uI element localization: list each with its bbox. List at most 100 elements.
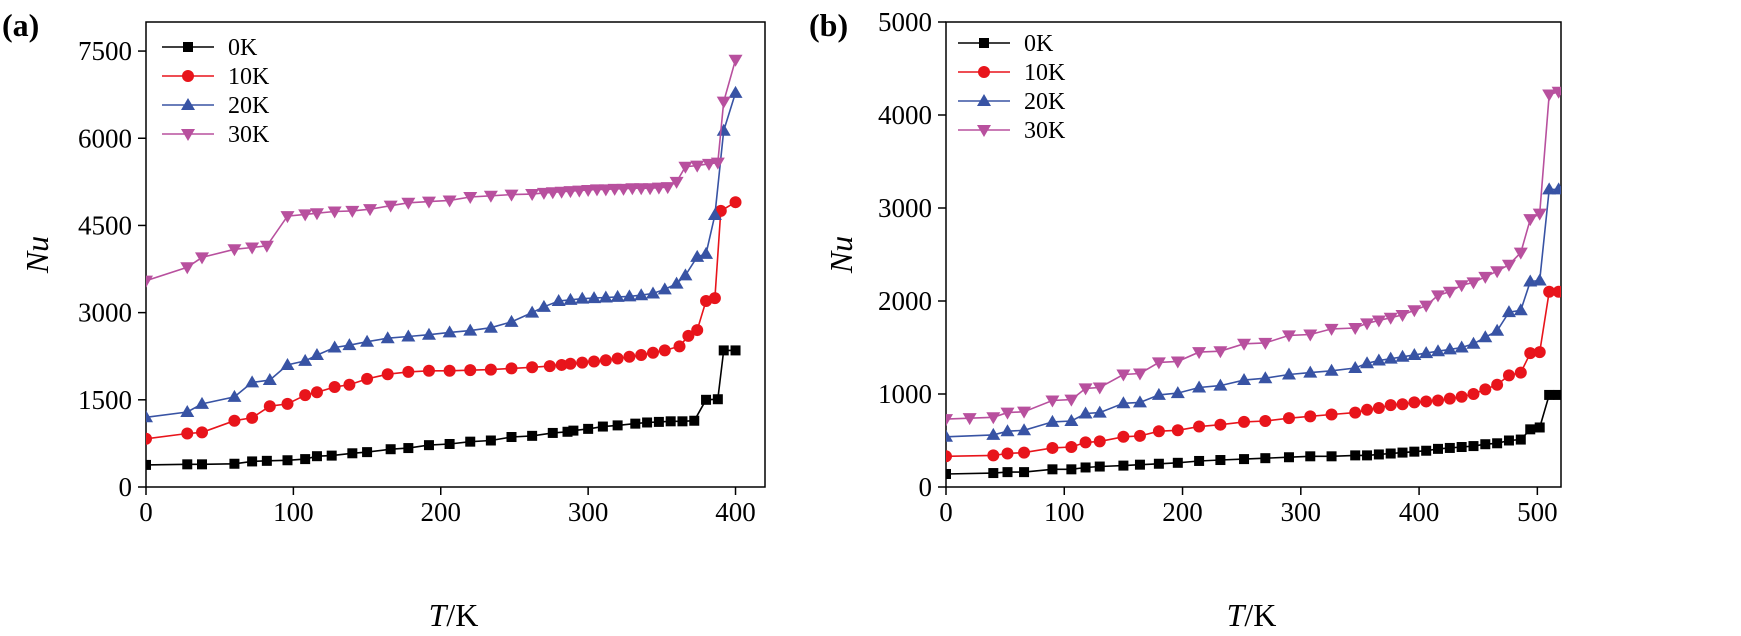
data-point-20K xyxy=(401,329,416,342)
data-point-30K xyxy=(383,200,398,213)
x-tick-label: 400 xyxy=(1399,497,1440,527)
data-point-30K xyxy=(625,183,640,196)
data-point-0K xyxy=(1468,441,1479,452)
data-point-20K xyxy=(262,373,277,386)
data-point-30K xyxy=(986,412,1001,425)
data-point-30K xyxy=(1192,347,1207,360)
data-point-0K xyxy=(197,459,208,470)
data-point-10K xyxy=(635,349,648,362)
series-30K xyxy=(946,86,1561,427)
legend: 0K 10K 20K 30K xyxy=(958,31,1066,144)
data-point-30K xyxy=(327,206,342,219)
data-point-30K xyxy=(1324,323,1339,336)
data-point-20K xyxy=(1431,344,1445,357)
data-point-30K xyxy=(1132,368,1147,381)
data-point-20K xyxy=(1454,340,1469,353)
data-point-0K xyxy=(1433,443,1443,454)
data-point-10K xyxy=(1467,388,1480,400)
data-point-10K xyxy=(181,427,194,440)
data-point-30K xyxy=(1542,89,1557,102)
data-point-0K xyxy=(1283,452,1294,463)
data-point-0K xyxy=(597,421,608,432)
x-tick-label: 200 xyxy=(421,497,462,527)
data-point-10K xyxy=(505,362,518,375)
data-point-0K xyxy=(1492,438,1503,449)
data-point-30K xyxy=(589,184,604,197)
data-point-20K xyxy=(1513,303,1528,316)
legend-marker-10K xyxy=(182,70,194,82)
data-point-10K xyxy=(673,340,686,353)
plot-frame xyxy=(945,21,1562,488)
data-point-0K xyxy=(247,456,258,467)
data-point-30K xyxy=(1151,357,1166,370)
data-point-10K xyxy=(361,372,374,385)
data-point-0K xyxy=(1397,447,1408,458)
data-point-10K xyxy=(1065,441,1078,454)
data-point-30K xyxy=(280,211,295,224)
data-point-0K xyxy=(1134,459,1145,470)
data-point-20K xyxy=(1000,424,1015,437)
data-point-30K xyxy=(1000,407,1015,420)
legend-label-30K: 30K xyxy=(1024,118,1066,144)
data-point-10K xyxy=(1524,347,1537,360)
data-point-10K xyxy=(1396,398,1409,411)
data-point-30K xyxy=(421,196,436,209)
y-tick-label: 7500 xyxy=(78,36,132,66)
data-point-20K xyxy=(1532,273,1547,286)
data-point-30K xyxy=(1348,322,1363,335)
data-point-10K xyxy=(1193,420,1206,433)
series-0K xyxy=(146,345,741,470)
x-axis-title-variable: T xyxy=(1227,597,1247,633)
data-point-0K xyxy=(1002,467,1013,478)
data-point-20K xyxy=(280,357,295,370)
legend-marker-30K xyxy=(181,129,195,141)
data-point-30K xyxy=(690,160,705,173)
data-point-30K xyxy=(227,244,242,257)
data-point-0K xyxy=(182,459,193,470)
data-point-20K xyxy=(1192,380,1207,393)
data-point-10K xyxy=(1214,418,1227,431)
data-point-0K xyxy=(326,450,337,461)
data-point-20K xyxy=(716,123,731,136)
series-line-10K xyxy=(146,201,736,440)
data-point-0K xyxy=(300,454,311,465)
data-point-20K xyxy=(1419,346,1434,359)
data-point-10K xyxy=(1152,425,1165,438)
data-point-20K xyxy=(525,305,540,318)
data-point-20K xyxy=(1523,274,1538,287)
data-point-20K xyxy=(1407,347,1422,360)
data-point-20K xyxy=(1132,395,1147,408)
data-point-0K xyxy=(730,345,741,356)
data-point-30K xyxy=(1383,312,1398,325)
data-point-10K xyxy=(543,360,556,373)
data-point-30K xyxy=(363,204,378,217)
data-point-30K xyxy=(401,197,416,210)
legend-label-10K: 10K xyxy=(228,64,270,90)
data-point-0K xyxy=(1409,446,1420,457)
data-point-10K xyxy=(1455,390,1468,403)
data-point-30K xyxy=(563,186,578,199)
legend-marker-0K xyxy=(183,42,193,52)
data-point-10K xyxy=(228,414,241,427)
y-axis-title: Nu xyxy=(823,236,859,274)
data-point-0K xyxy=(1239,454,1250,465)
data-point-30K xyxy=(710,157,725,170)
data-point-10K xyxy=(658,344,671,357)
data-point-20K xyxy=(195,396,210,409)
series-line-0K xyxy=(146,349,736,466)
data-point-20K xyxy=(1371,353,1386,366)
data-point-0K xyxy=(1118,460,1129,471)
data-point-0K xyxy=(1047,464,1058,475)
data-point-0K xyxy=(1444,442,1455,453)
data-point-30K xyxy=(1045,395,1060,408)
data-point-30K xyxy=(607,183,622,196)
data-point-30K xyxy=(1551,86,1561,99)
data-point-10K xyxy=(1502,369,1515,382)
data-point-10K xyxy=(299,389,312,402)
data-point-30K xyxy=(1017,406,1032,419)
data-point-20K xyxy=(421,327,436,340)
y-tick-label: 1000 xyxy=(878,379,932,409)
legend-marker-30K xyxy=(977,125,991,137)
data-point-30K xyxy=(1513,247,1528,260)
data-point-30K xyxy=(545,187,560,200)
